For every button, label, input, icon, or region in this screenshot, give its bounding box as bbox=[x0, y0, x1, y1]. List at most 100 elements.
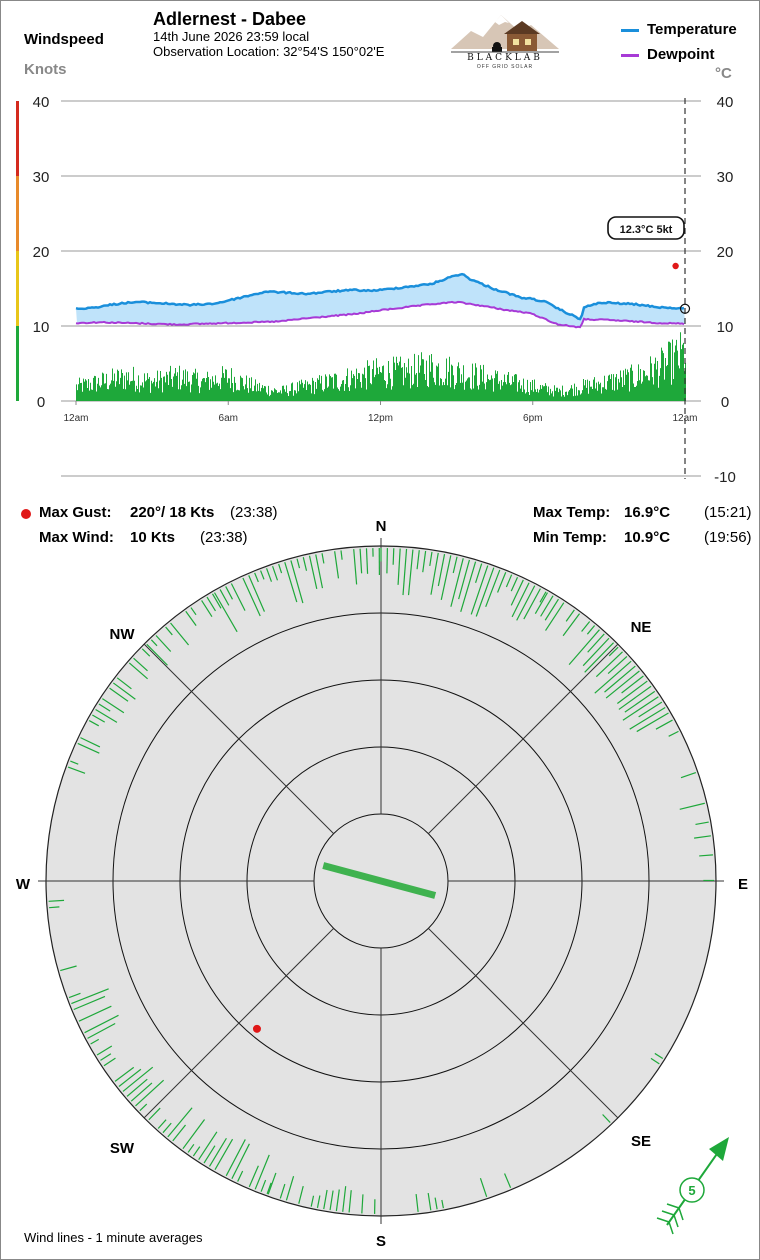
wind-streak bbox=[112, 682, 136, 700]
max-gust-value: 220°/ 18 Kts bbox=[130, 504, 215, 521]
wind-streak bbox=[329, 1190, 334, 1211]
wind-streak bbox=[190, 607, 197, 616]
wind-streak bbox=[361, 1194, 364, 1214]
wind-streak bbox=[68, 992, 81, 999]
compass-label-nw: NW bbox=[110, 626, 136, 643]
wind-streak bbox=[170, 622, 190, 646]
wind-streak bbox=[621, 675, 644, 694]
max-wind-value: 10 Kts bbox=[130, 529, 176, 546]
wind-streak bbox=[208, 1137, 227, 1167]
wind-streak bbox=[523, 588, 541, 620]
temp-tick-label: 20 bbox=[717, 244, 734, 261]
wind-streak bbox=[616, 680, 648, 705]
windspeed-unit: Knots bbox=[24, 61, 67, 78]
wind-streak bbox=[49, 906, 60, 909]
x-tick-label: 12am bbox=[63, 413, 88, 424]
wind-streak bbox=[237, 1170, 244, 1182]
legend-dewpoint-swatch bbox=[621, 54, 639, 57]
arrow-fletch bbox=[678, 1207, 684, 1221]
wind-streak bbox=[607, 656, 628, 675]
compass-label-s: S bbox=[376, 1233, 386, 1250]
arrow-fletch bbox=[656, 1217, 670, 1223]
wind-streak bbox=[231, 1143, 250, 1180]
wind-streak bbox=[321, 553, 325, 564]
wind-streak bbox=[402, 548, 408, 596]
compass-label-e: E bbox=[738, 876, 748, 893]
wind-streak bbox=[348, 1190, 352, 1213]
wind-streak bbox=[365, 548, 369, 574]
wind-streak bbox=[430, 552, 439, 595]
wind-streak bbox=[109, 687, 129, 702]
wind-streak bbox=[96, 1045, 113, 1056]
wind-streak bbox=[581, 621, 591, 632]
wind-streak bbox=[272, 565, 279, 581]
wind-streak bbox=[416, 550, 420, 570]
wind-streak bbox=[155, 635, 172, 652]
wind-streak bbox=[248, 1165, 259, 1188]
wind-streak bbox=[225, 586, 234, 600]
wind-streak bbox=[302, 557, 308, 571]
compass-label-n: N bbox=[376, 518, 387, 535]
wind-streak bbox=[437, 554, 446, 587]
wind-streak bbox=[185, 610, 197, 626]
max-gust-point bbox=[252, 1024, 261, 1033]
wind-tick-label: 10 bbox=[33, 319, 50, 336]
wind-streak bbox=[139, 1103, 148, 1112]
wind-streak bbox=[141, 648, 151, 657]
wind-streak bbox=[475, 567, 495, 617]
wind-streak bbox=[213, 592, 238, 633]
wind-streak bbox=[340, 550, 343, 560]
wind-streak bbox=[122, 1066, 154, 1092]
wind-streak bbox=[266, 1182, 272, 1195]
wind-streak bbox=[638, 701, 663, 718]
wind-streak bbox=[586, 625, 596, 635]
wind-streak bbox=[192, 1146, 201, 1157]
wind-streak bbox=[198, 1131, 218, 1160]
wind-streak bbox=[298, 1185, 304, 1204]
wind-streak bbox=[510, 577, 519, 592]
wind-streak bbox=[654, 1052, 664, 1059]
blacklab-logo: BLACKLAB OFF GRID SOLAR bbox=[449, 9, 561, 71]
current-reading-box bbox=[607, 216, 685, 240]
wind-streak bbox=[133, 657, 148, 672]
wind-streak bbox=[230, 583, 246, 611]
wind-streak bbox=[60, 965, 77, 972]
wind-streak bbox=[225, 1139, 246, 1177]
wind-streak bbox=[679, 802, 705, 810]
wind-streak bbox=[452, 556, 458, 574]
max-wind-time: (23:38) bbox=[200, 529, 248, 546]
wind-streak bbox=[242, 577, 261, 617]
wind-streak bbox=[353, 549, 358, 585]
wind-streak bbox=[475, 563, 483, 584]
wind-streak bbox=[440, 555, 452, 601]
x-tick-label: 6am bbox=[219, 413, 238, 424]
x-tick-label: 6pm bbox=[523, 413, 542, 424]
logo-graphic bbox=[451, 15, 559, 53]
compass-spoke bbox=[143, 928, 334, 1119]
wind-streak bbox=[278, 563, 283, 574]
wind-streak bbox=[182, 1119, 206, 1150]
compass-label-sw: SW bbox=[110, 1140, 135, 1157]
wind-streak bbox=[100, 1053, 112, 1061]
wind-streak bbox=[485, 569, 501, 608]
wind-scale-band bbox=[16, 326, 19, 401]
wind-streak bbox=[116, 677, 132, 690]
wind-streak bbox=[450, 558, 464, 607]
wind-streak bbox=[427, 1192, 432, 1211]
wind-streak bbox=[201, 600, 213, 618]
wind-streak bbox=[48, 899, 65, 902]
max-temp-label: Max Temp: bbox=[533, 504, 611, 521]
wind-streak bbox=[146, 643, 168, 666]
arrow-badge bbox=[679, 1177, 705, 1203]
wind-streak bbox=[279, 1183, 286, 1199]
wind-streak bbox=[605, 670, 640, 699]
wind-streak bbox=[460, 561, 477, 613]
temperature-unit: °C bbox=[715, 65, 732, 82]
wind-streak bbox=[310, 1195, 315, 1207]
wind-streak bbox=[415, 1193, 419, 1212]
compass-label-se: SE bbox=[631, 1133, 651, 1150]
wind-tick-label: 30 bbox=[33, 169, 50, 186]
wind-tick-label: 0 bbox=[37, 394, 45, 411]
wind-streak bbox=[511, 582, 530, 618]
